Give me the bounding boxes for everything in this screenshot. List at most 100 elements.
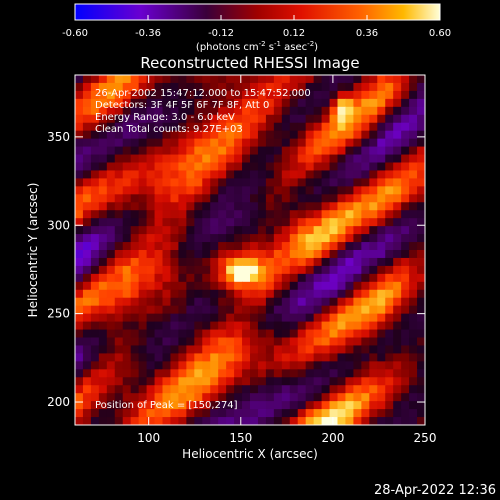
heatmap-cell xyxy=(369,146,378,156)
heatmap-cell xyxy=(162,194,172,203)
heatmap-cell xyxy=(297,146,307,156)
heatmap-cell xyxy=(393,210,402,219)
heatmap-cell xyxy=(75,194,84,203)
heatmap-cell xyxy=(321,250,331,259)
heatmap-cell xyxy=(345,265,354,275)
heatmap-cell xyxy=(313,250,323,259)
heatmap-cell xyxy=(385,353,394,362)
heatmap-cell xyxy=(289,369,299,378)
heatmap-cell xyxy=(130,273,140,283)
heatmap-cell xyxy=(321,186,331,195)
heatmap-cell xyxy=(417,186,425,195)
heatmap-cell xyxy=(257,146,267,156)
heatmap-cell xyxy=(353,114,362,124)
heatmap-cell xyxy=(210,154,219,164)
heatmap-cell xyxy=(194,106,203,116)
heatmap-cell xyxy=(122,130,132,140)
heatmap-cell xyxy=(106,226,116,235)
heatmap-cell xyxy=(377,138,386,148)
heatmap-cell xyxy=(202,114,211,124)
heatmap-cell xyxy=(170,186,179,195)
heatmap-cell xyxy=(234,329,243,339)
heatmap-cell xyxy=(130,106,140,116)
heatmap-cell xyxy=(202,377,211,386)
heatmap-cell xyxy=(106,401,116,410)
heatmap-cell xyxy=(242,98,251,108)
heatmap-cell xyxy=(82,369,92,378)
heatmap-cell xyxy=(162,265,172,275)
heatmap-cell xyxy=(162,202,172,211)
heatmap-cell xyxy=(361,385,370,394)
heatmap-cell xyxy=(337,178,347,187)
heatmap-cell xyxy=(313,226,323,235)
heatmap-cell xyxy=(377,321,386,331)
heatmap-cell xyxy=(393,417,402,425)
heatmap-cell xyxy=(361,146,370,156)
heatmap-cell xyxy=(75,98,84,108)
heatmap-cell xyxy=(305,289,315,299)
heatmap-cell xyxy=(194,273,203,283)
heatmap-cell xyxy=(377,417,386,425)
heatmap-cell xyxy=(98,377,108,386)
heatmap-cell xyxy=(154,393,164,402)
heatmap-cell xyxy=(313,202,323,211)
heatmap-cell xyxy=(321,369,331,378)
heatmap-cell xyxy=(114,202,124,211)
heatmap-cell xyxy=(106,265,116,275)
heatmap-cell xyxy=(297,130,307,140)
heatmap-cell xyxy=(337,202,347,211)
heatmap-cell xyxy=(90,337,100,347)
heatmap-cell xyxy=(234,210,243,219)
heatmap-cell xyxy=(154,130,164,140)
heatmap-cell xyxy=(194,82,203,92)
heatmap-cell xyxy=(361,369,370,378)
heatmap-cell xyxy=(297,377,307,386)
heatmap-cell xyxy=(122,146,132,156)
heatmap-cell xyxy=(202,289,211,299)
heatmap-cell xyxy=(313,162,323,172)
heatmap-cell xyxy=(250,218,259,227)
heatmap-cell xyxy=(154,289,164,299)
heatmap-cell xyxy=(130,257,140,267)
heatmap-cell xyxy=(90,202,100,211)
heatmap-cell xyxy=(98,194,108,203)
heatmap-cell xyxy=(106,202,116,211)
heatmap-cell xyxy=(377,210,386,219)
heatmap-cell xyxy=(369,361,378,370)
colorbar-tick-label: 0.60 xyxy=(429,28,451,39)
heatmap-cell xyxy=(146,210,156,219)
heatmap-cell xyxy=(353,146,362,156)
heatmap-cell xyxy=(321,273,331,283)
heatmap-cell xyxy=(409,162,418,172)
heatmap-cell xyxy=(202,417,211,425)
heatmap-cell xyxy=(130,234,140,243)
heatmap-cell xyxy=(90,234,100,243)
heatmap-cell xyxy=(75,122,84,132)
heatmap-cell xyxy=(250,242,259,251)
heatmap-cell xyxy=(234,361,243,370)
heatmap-cell xyxy=(361,393,370,402)
heatmap-cell xyxy=(75,250,84,259)
heatmap-cell xyxy=(114,281,124,291)
heatmap-cell xyxy=(130,138,140,148)
heatmap-cell xyxy=(305,138,315,148)
heatmap-cell xyxy=(146,265,156,275)
heatmap-cell xyxy=(281,361,291,370)
heatmap-cell xyxy=(385,265,394,275)
heatmap-cell xyxy=(329,305,339,315)
heatmap-cell xyxy=(138,170,148,179)
heatmap-cell xyxy=(393,154,402,164)
heatmap-cell xyxy=(385,321,394,331)
heatmap-cell xyxy=(361,409,370,418)
heatmap-cell xyxy=(210,162,219,172)
heatmap-cell xyxy=(265,226,275,235)
heatmap-cell xyxy=(130,377,140,386)
heatmap-cell xyxy=(273,273,283,283)
heatmap-cell xyxy=(138,234,148,243)
heatmap-cell xyxy=(130,242,140,251)
heatmap-cell xyxy=(369,130,378,140)
heatmap-cell xyxy=(218,170,227,179)
heatmap-cell xyxy=(361,122,370,132)
heatmap-cell xyxy=(257,289,267,299)
heatmap-cell xyxy=(138,242,148,251)
